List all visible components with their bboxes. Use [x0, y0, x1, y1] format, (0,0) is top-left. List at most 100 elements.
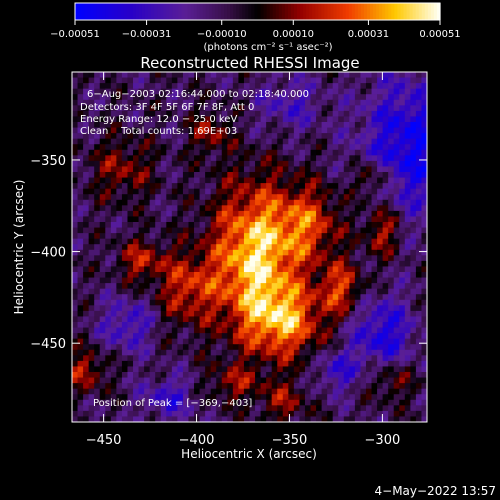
heatmap-cell — [77, 244, 84, 251]
heatmap-cell — [354, 305, 361, 312]
heatmap-cell — [155, 294, 162, 301]
heatmap-cell — [249, 249, 256, 256]
heatmap-cell — [171, 116, 178, 123]
heatmap-cell — [249, 244, 256, 251]
heatmap-cell — [415, 183, 422, 190]
heatmap-cell — [271, 233, 278, 240]
heatmap-cell — [288, 110, 295, 117]
heatmap-cell — [133, 355, 140, 362]
heatmap-cell — [77, 188, 84, 195]
heatmap-cell — [177, 260, 184, 267]
heatmap-cell — [255, 388, 262, 395]
heatmap-cell — [72, 83, 79, 90]
heatmap-cell — [299, 277, 306, 284]
heatmap-cell — [299, 205, 306, 212]
heatmap-cell — [210, 399, 217, 406]
heatmap-cell — [399, 260, 406, 267]
heatmap-cell — [277, 83, 284, 90]
heatmap-cell — [105, 366, 112, 373]
heatmap-cell — [177, 149, 184, 156]
heatmap-cell — [160, 222, 167, 229]
heatmap-cell — [232, 227, 239, 234]
heatmap-cell — [199, 255, 206, 262]
heatmap-cell — [94, 344, 101, 351]
heatmap-cell — [327, 210, 334, 217]
heatmap-cell — [149, 88, 156, 95]
heatmap-cell — [221, 255, 228, 262]
heatmap-cell — [293, 360, 300, 367]
heatmap-cell — [360, 105, 367, 112]
heatmap-cell — [288, 405, 295, 412]
heatmap-cell — [249, 94, 256, 101]
heatmap-cell — [232, 149, 239, 156]
heatmap-cell — [171, 188, 178, 195]
heatmap-cell — [316, 255, 323, 262]
heatmap-cell — [243, 327, 250, 334]
heatmap-cell — [399, 83, 406, 90]
heatmap-cell — [304, 183, 312, 190]
heatmap-cell — [121, 188, 128, 195]
heatmap-cell — [349, 177, 356, 184]
heatmap-cell — [310, 194, 317, 201]
heatmap-cell — [338, 216, 345, 223]
heatmap-cell — [210, 222, 217, 229]
heatmap-cell — [393, 372, 400, 379]
heatmap-cell — [327, 255, 334, 262]
heatmap-cell — [127, 410, 134, 417]
colorbar-cell — [93, 3, 97, 20]
heatmap-cell — [232, 283, 239, 290]
heatmap-cell — [105, 133, 112, 140]
heatmap-cell — [160, 366, 167, 373]
heatmap-cell — [299, 355, 306, 362]
heatmap-cell — [321, 177, 328, 184]
heatmap-cell — [316, 72, 323, 79]
colorbar-cell — [96, 3, 100, 20]
heatmap-cell — [277, 127, 284, 134]
heatmap-cell — [299, 255, 306, 262]
heatmap-cell — [171, 405, 178, 412]
heatmap-cell — [121, 377, 128, 384]
heatmap-cell — [194, 83, 201, 90]
heatmap-cell — [255, 383, 262, 390]
heatmap-cell — [144, 333, 151, 340]
heatmap-cell — [282, 255, 289, 262]
heatmap-cell — [255, 122, 262, 129]
colorbar-cell — [266, 3, 271, 20]
heatmap-cell — [404, 266, 411, 273]
heatmap-cell — [166, 110, 173, 117]
heatmap-cell — [166, 294, 173, 301]
heatmap-cell — [365, 166, 373, 173]
heatmap-cell — [415, 377, 422, 384]
heatmap-cell — [332, 416, 339, 422]
heatmap-cell — [343, 249, 350, 256]
heatmap-cell — [260, 233, 267, 240]
heatmap-cell — [371, 183, 378, 190]
heatmap-cell — [155, 283, 162, 290]
heatmap-cell — [332, 94, 339, 101]
heatmap-cell — [271, 288, 278, 295]
heatmap-cell — [205, 116, 212, 123]
colorbar-cell — [105, 3, 110, 20]
heatmap-cell — [249, 305, 256, 312]
heatmap-cell — [88, 127, 95, 134]
heatmap-cell — [243, 344, 250, 351]
heatmap-cell — [221, 294, 228, 301]
heatmap-cell — [83, 249, 90, 256]
heatmap-cell — [421, 205, 427, 212]
heatmap-cell — [310, 410, 317, 417]
heatmap-cell — [94, 322, 101, 329]
heatmap-cell — [260, 249, 267, 256]
heatmap-cell — [249, 88, 256, 95]
heatmap-cell — [99, 394, 106, 401]
colorbar-cell — [248, 3, 253, 20]
heatmap-cell — [171, 305, 178, 312]
heatmap-cell — [221, 388, 228, 395]
heatmap-cell — [304, 405, 312, 412]
heatmap-cell — [293, 399, 300, 406]
heatmap-cell — [249, 105, 256, 112]
heatmap-cell — [377, 183, 384, 190]
heatmap-cell — [155, 83, 162, 90]
heatmap-cell — [338, 83, 345, 90]
heatmap-cell — [338, 255, 345, 262]
heatmap-cell — [188, 349, 195, 356]
